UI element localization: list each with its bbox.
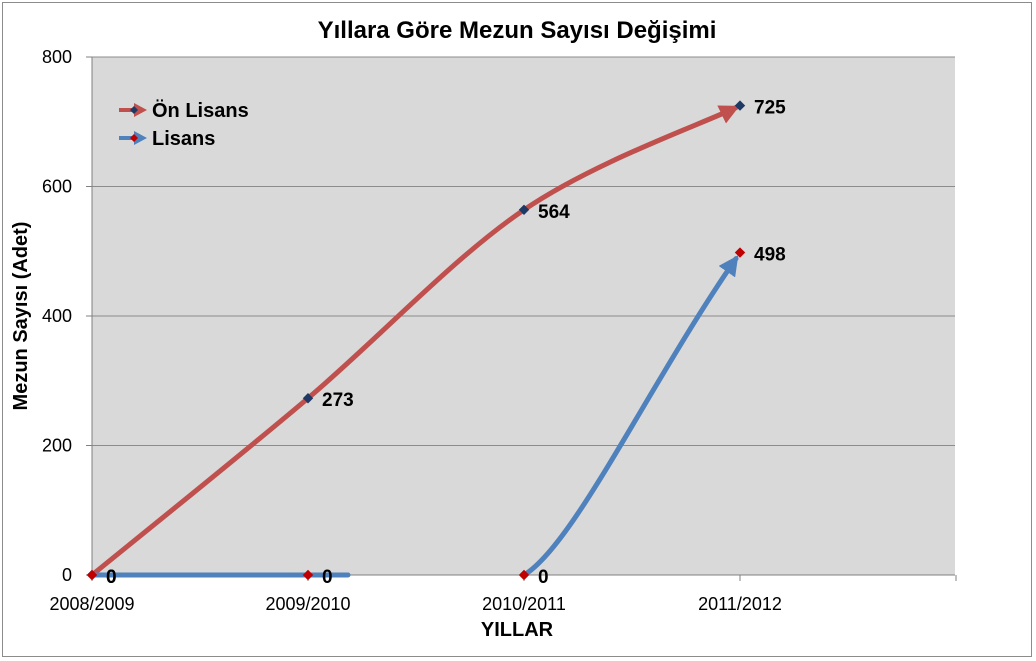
- legend-label: Lisans: [152, 128, 215, 150]
- y-tick-label: 800: [42, 47, 72, 67]
- data-point-lisans: [518, 569, 530, 581]
- y-tick-label: 400: [42, 306, 72, 326]
- series-layer: 0 273 564 725 0 0 0 498: [86, 98, 786, 588]
- data-point--n-lisans: [734, 100, 746, 111]
- legend-swatch-arrow: [134, 131, 147, 145]
- gridlines: [86, 56, 955, 576]
- data-label-lisans: 0: [106, 567, 117, 588]
- data-label-lisans: 498: [754, 245, 786, 266]
- legend: Ön Lisans Lisans: [119, 99, 249, 150]
- legend-label: Ön Lisans: [152, 99, 249, 122]
- y-tick-label: 200: [42, 436, 72, 456]
- x-tick-label: 2008/2009: [49, 594, 134, 614]
- legend-swatch-marker: [130, 106, 138, 114]
- data-point-lisans: [302, 569, 314, 581]
- y-tick-label: 600: [42, 177, 72, 197]
- x-tick-label: 2010/2011: [482, 594, 566, 614]
- legend-item-lisans: Lisans: [119, 128, 215, 150]
- data-label--n-lisans: 564: [538, 202, 570, 223]
- legend-swatch-marker: [130, 134, 138, 142]
- data-label--n-lisans: 725: [754, 98, 786, 119]
- x-tick-labels: 2008/2009 2009/2010 2010/2011 2011/2012: [49, 594, 781, 614]
- legend-item--n-lisans: Ön Lisans: [119, 99, 249, 122]
- y-axis-title: Mezun Sayısı (Adet): [10, 222, 32, 411]
- series-line-lisans: [521, 255, 739, 578]
- data-point-lisans: [86, 569, 98, 581]
- x-axis-title: YILLAR: [481, 619, 554, 641]
- data-point-lisans: [734, 247, 746, 258]
- data-label-lisans: 0: [538, 567, 549, 588]
- y-tick-labels: 0 200 400 600 800: [42, 47, 72, 585]
- chart-title: Yıllara Göre Mezun Sayısı Değişimi: [318, 17, 717, 44]
- x-tick-label: 2011/2012: [698, 594, 782, 614]
- y-tick-label: 0: [62, 565, 72, 585]
- legend-swatch-arrow: [134, 103, 147, 117]
- x-tick-label: 2009/2010: [265, 594, 350, 614]
- data-label-lisans: 0: [322, 567, 333, 588]
- series-line--n-lisans: [89, 105, 740, 578]
- series-lisans: 0 0 0 498: [86, 245, 786, 588]
- data-point--n-lisans: [518, 204, 530, 216]
- data-label--n-lisans: 273: [322, 390, 354, 411]
- data-point--n-lisans: [302, 393, 314, 404]
